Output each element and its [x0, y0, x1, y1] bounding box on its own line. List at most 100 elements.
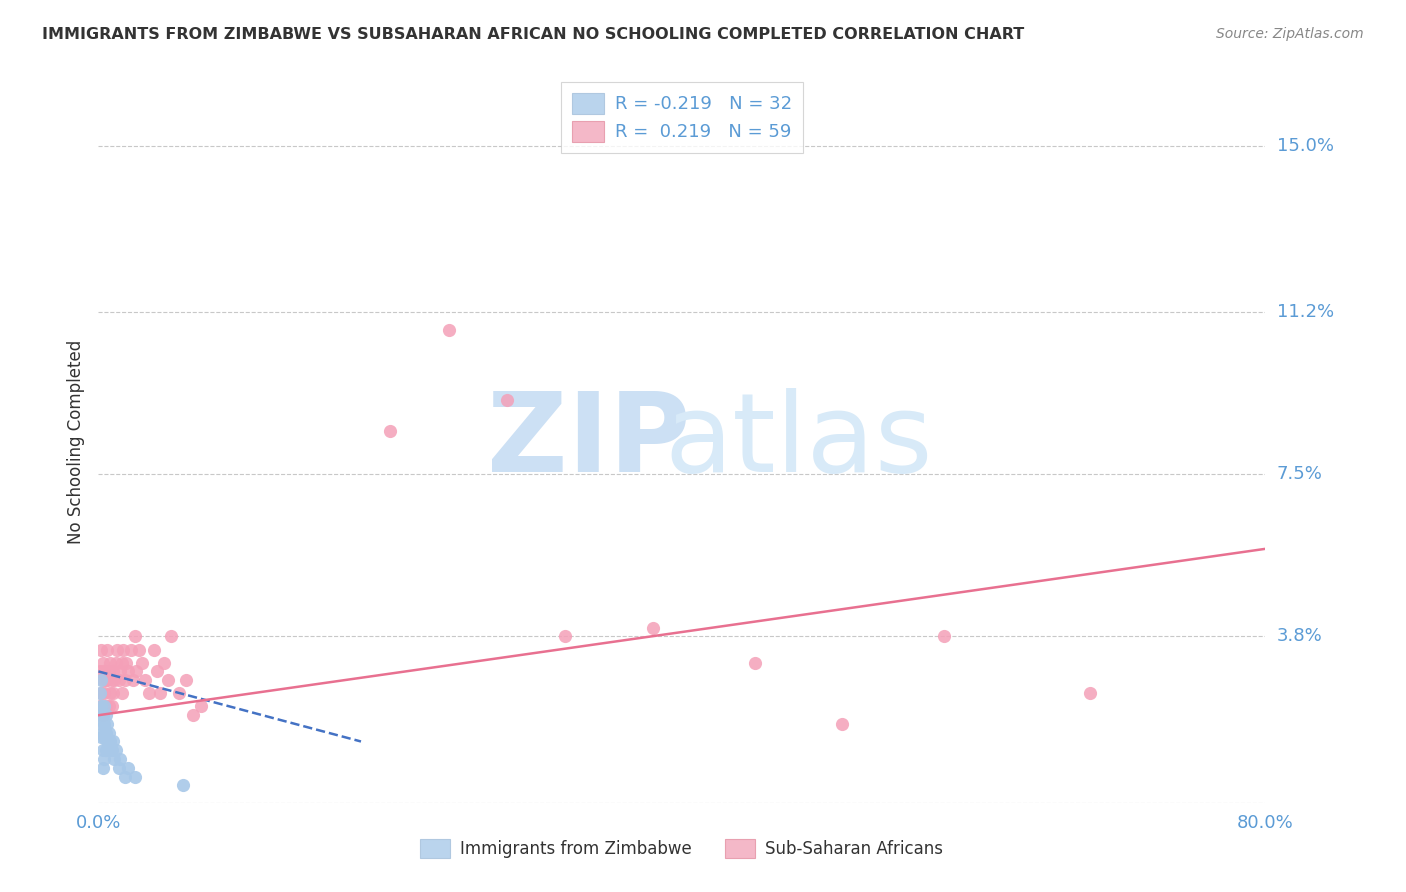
- Point: [105, 642, 128, 657]
- Legend: Immigrants from Zimbabwe, Sub-Saharan Africans: Immigrants from Zimbabwe, Sub-Saharan Af…: [412, 830, 952, 867]
- Point: [89, 686, 111, 700]
- Point: [174, 673, 197, 688]
- Point: [146, 665, 169, 679]
- Point: [94, 725, 117, 739]
- Point: [93, 665, 115, 679]
- Point: [96, 717, 118, 731]
- Point: [90, 730, 112, 744]
- Point: [100, 673, 122, 688]
- Point: [110, 752, 132, 766]
- Point: [98, 656, 121, 670]
- Point: [496, 392, 519, 407]
- Point: [101, 686, 124, 700]
- Point: [641, 621, 664, 635]
- Point: [94, 699, 117, 714]
- Point: [554, 629, 576, 643]
- Point: [91, 761, 114, 775]
- Point: [1080, 686, 1102, 700]
- Point: [98, 734, 121, 748]
- Point: [94, 673, 117, 688]
- Point: [934, 629, 956, 643]
- Point: [103, 752, 125, 766]
- Point: [153, 656, 176, 670]
- Text: ZIP: ZIP: [486, 388, 690, 495]
- Point: [181, 708, 204, 723]
- Point: [128, 642, 150, 657]
- Point: [108, 673, 131, 688]
- Point: [93, 717, 115, 731]
- Point: [96, 673, 118, 688]
- Point: [110, 665, 132, 679]
- Point: [114, 770, 136, 784]
- Point: [90, 699, 112, 714]
- Point: [91, 708, 114, 723]
- Point: [122, 673, 145, 688]
- Point: [104, 743, 127, 757]
- Point: [111, 686, 134, 700]
- Point: [108, 761, 131, 775]
- Point: [91, 673, 114, 688]
- Point: [90, 686, 112, 700]
- Text: Source: ZipAtlas.com: Source: ZipAtlas.com: [1216, 27, 1364, 41]
- Point: [160, 629, 183, 643]
- Point: [90, 673, 112, 688]
- Point: [138, 686, 160, 700]
- Point: [98, 686, 121, 700]
- Point: [114, 673, 136, 688]
- Point: [90, 642, 112, 657]
- Point: [104, 656, 127, 670]
- Point: [90, 717, 112, 731]
- Point: [93, 686, 115, 700]
- Point: [96, 734, 118, 748]
- Point: [93, 699, 115, 714]
- Point: [89, 699, 111, 714]
- Point: [93, 730, 115, 744]
- Point: [380, 424, 402, 438]
- Text: atlas: atlas: [665, 388, 932, 495]
- Point: [167, 686, 190, 700]
- Point: [89, 665, 111, 679]
- Point: [157, 673, 180, 688]
- Point: [93, 752, 115, 766]
- Point: [115, 656, 138, 670]
- Point: [91, 708, 114, 723]
- Point: [172, 778, 194, 792]
- Point: [101, 665, 124, 679]
- Point: [100, 743, 122, 757]
- Point: [97, 743, 120, 757]
- Text: 3.8%: 3.8%: [1277, 627, 1322, 646]
- Point: [120, 642, 142, 657]
- Point: [97, 665, 120, 679]
- Point: [124, 770, 146, 784]
- Point: [91, 725, 114, 739]
- Point: [437, 323, 460, 337]
- Point: [117, 761, 139, 775]
- Point: [131, 656, 153, 670]
- Point: [96, 642, 118, 657]
- Point: [91, 743, 114, 757]
- Point: [100, 699, 122, 714]
- Point: [97, 699, 120, 714]
- Point: [149, 686, 172, 700]
- Point: [112, 642, 135, 657]
- Y-axis label: No Schooling Completed: No Schooling Completed: [66, 340, 84, 543]
- Point: [101, 734, 124, 748]
- Point: [94, 708, 117, 723]
- Point: [124, 629, 146, 643]
- Point: [831, 717, 853, 731]
- Text: 15.0%: 15.0%: [1277, 137, 1333, 155]
- Point: [134, 673, 156, 688]
- Point: [142, 642, 165, 657]
- Point: [117, 665, 139, 679]
- Point: [97, 725, 120, 739]
- Text: 11.2%: 11.2%: [1277, 303, 1334, 321]
- Point: [744, 656, 766, 670]
- Text: 7.5%: 7.5%: [1277, 466, 1323, 483]
- Point: [125, 665, 148, 679]
- Point: [91, 656, 114, 670]
- Point: [111, 656, 134, 670]
- Point: [190, 699, 212, 714]
- Point: [89, 708, 111, 723]
- Point: [103, 673, 125, 688]
- Text: IMMIGRANTS FROM ZIMBABWE VS SUBSAHARAN AFRICAN NO SCHOOLING COMPLETED CORRELATIO: IMMIGRANTS FROM ZIMBABWE VS SUBSAHARAN A…: [42, 27, 1025, 42]
